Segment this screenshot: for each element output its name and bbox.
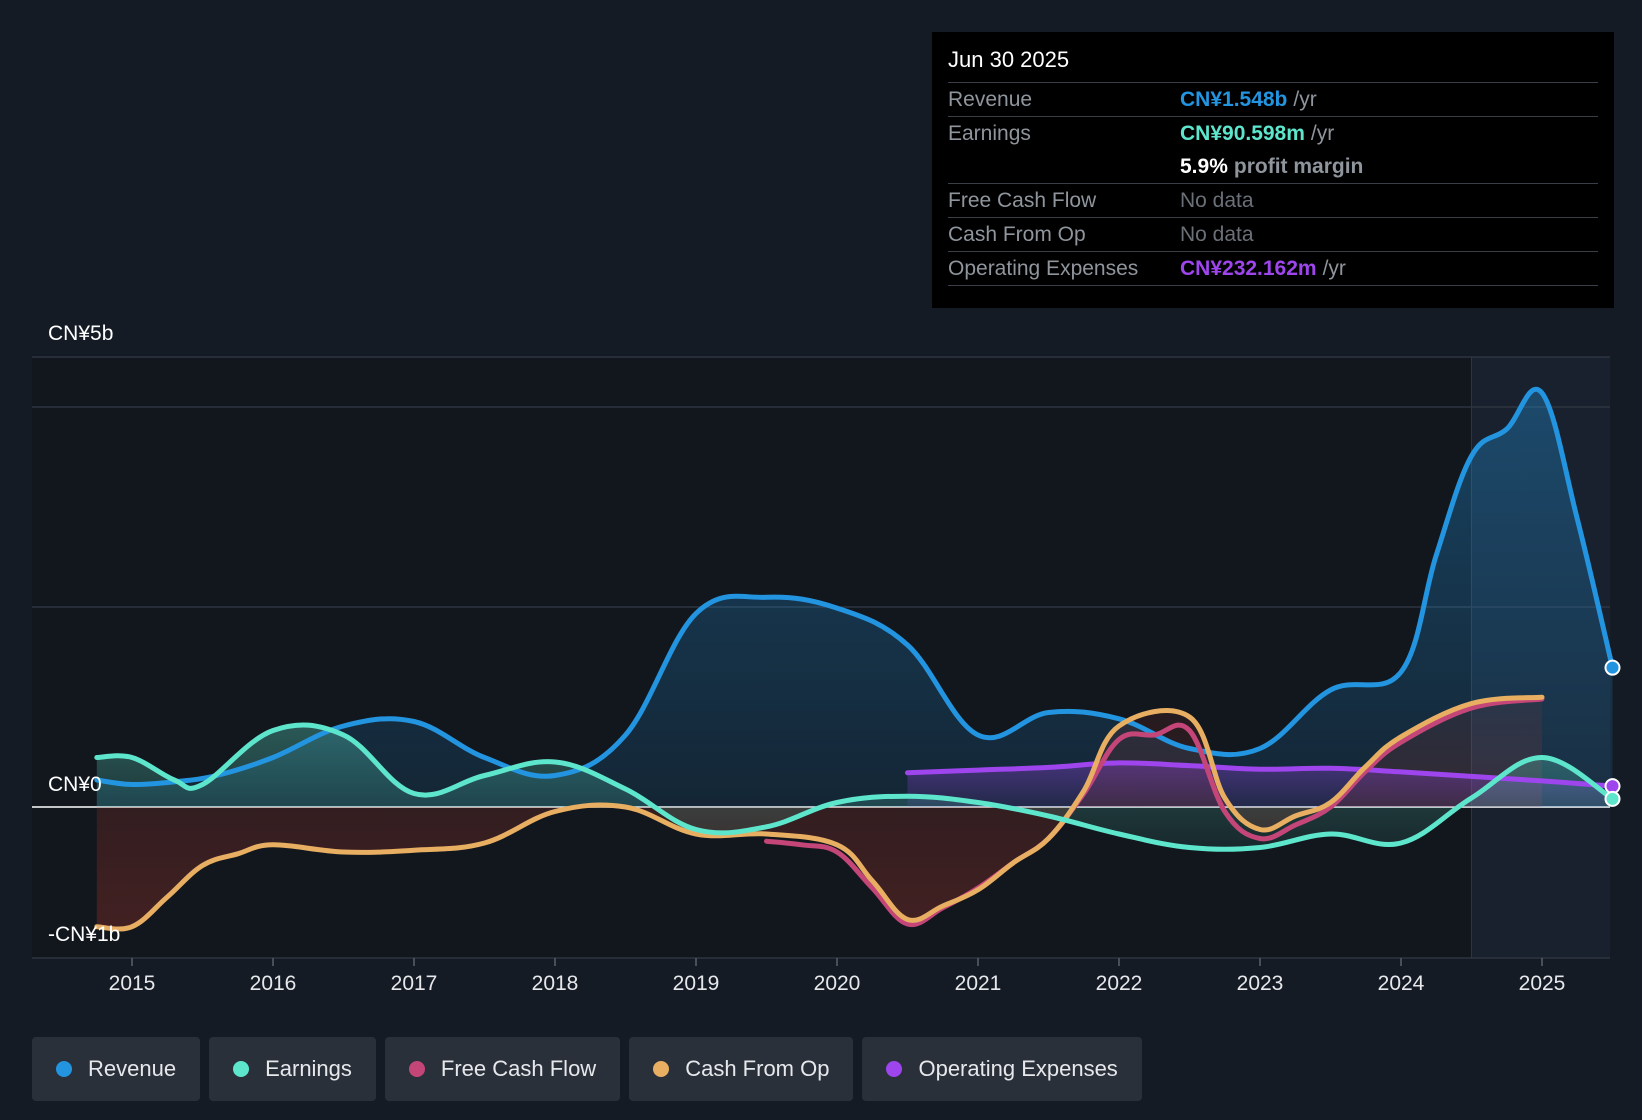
tooltip-label: Cash From Op bbox=[948, 223, 1086, 246]
x-tick-label: 2021 bbox=[955, 972, 1002, 995]
x-tick-label: 2018 bbox=[532, 972, 579, 995]
x-tick-label: 2023 bbox=[1237, 972, 1284, 995]
tooltip-row-cfo: Cash From Op No data bbox=[948, 218, 1598, 252]
tooltip-label: Earnings bbox=[948, 122, 1031, 145]
x-tick-label: 2020 bbox=[814, 972, 861, 995]
tooltip-label: Operating Expenses bbox=[948, 257, 1139, 280]
legend-item-revenue[interactable]: Revenue bbox=[32, 1037, 201, 1101]
legend-label: Cash From Op bbox=[685, 1056, 830, 1081]
tooltip-row-fcf: Free Cash Flow No data bbox=[948, 184, 1598, 218]
tooltip-unit: /yr bbox=[1310, 122, 1335, 145]
x-axis: 2015 2016 2017 2018 2019 2020 2021 2022 2023 2024… bbox=[109, 958, 1566, 995]
cash-from-op-area bbox=[96, 697, 1542, 930]
legend-label: Revenue bbox=[88, 1056, 177, 1081]
tooltip-value: CN¥232.162m bbox=[1180, 257, 1317, 280]
legend-label: Free Cash Flow bbox=[440, 1056, 597, 1081]
tooltip-unit: /yr bbox=[1293, 88, 1317, 111]
tooltip-value: CN¥90.598m bbox=[1180, 122, 1305, 145]
tooltip-panel: Jun 30 2025 Revenue CN¥1.548b /yr Earnin… bbox=[932, 32, 1614, 308]
earnings-line bbox=[94, 722, 1615, 852]
y-tick-label: -CN¥1b bbox=[48, 923, 120, 946]
tooltip-unit: /yr bbox=[1322, 257, 1346, 280]
x-tick-label: 2019 bbox=[673, 972, 720, 995]
tooltip-value: No data bbox=[1180, 223, 1254, 246]
legend: Revenue Earnings Free Cash Flow Cash Fro… bbox=[32, 1037, 1142, 1101]
legend-label: Earnings bbox=[265, 1056, 352, 1081]
legend-dot-icon bbox=[233, 1061, 250, 1077]
legend-item-free-cash-flow[interactable]: Free Cash Flow bbox=[384, 1037, 621, 1101]
legend-item-operating-expenses[interactable]: Operating Expenses bbox=[862, 1037, 1142, 1101]
x-tick-label: 2017 bbox=[391, 972, 438, 995]
legend-item-cash-from-op[interactable]: Cash From Op bbox=[629, 1037, 854, 1101]
tooltip-unit: profit margin bbox=[1233, 155, 1364, 178]
legend-dot-icon bbox=[653, 1061, 670, 1077]
legend-dot-icon bbox=[408, 1061, 425, 1077]
y-tick-label: CN¥5b bbox=[48, 322, 113, 345]
x-tick-label: 2016 bbox=[250, 972, 297, 995]
tooltip-value: No data bbox=[1180, 189, 1254, 212]
tooltip-row-revenue: Revenue CN¥1.548b /yr bbox=[948, 83, 1598, 117]
tooltip-value: 5.9% bbox=[1180, 155, 1228, 178]
tooltip-label: Revenue bbox=[948, 88, 1033, 111]
legend-item-earnings[interactable]: Earnings bbox=[209, 1037, 376, 1101]
tooltip-date: Jun 30 2025 bbox=[948, 46, 1598, 83]
revenue-end-marker bbox=[1604, 659, 1621, 676]
operating-expenses-line bbox=[905, 760, 1615, 789]
y-tick-label: CN¥0 bbox=[48, 773, 102, 796]
tooltip-label bbox=[948, 150, 1180, 183]
legend-dot-icon bbox=[56, 1061, 72, 1077]
tooltip-row-margin: 5.9% profit margin bbox=[948, 150, 1598, 184]
tooltip-row-earnings: Earnings CN¥90.598m /yr bbox=[948, 117, 1598, 150]
x-tick-label: 2024 bbox=[1378, 972, 1425, 995]
earnings-area bbox=[96, 724, 1613, 850]
x-tick-label: 2015 bbox=[109, 972, 156, 995]
revenue-line bbox=[94, 387, 1615, 788]
series-lines bbox=[94, 387, 1615, 932]
earnings-end-marker bbox=[1604, 790, 1621, 807]
free-cash-flow-line bbox=[764, 696, 1545, 928]
x-tick-label: 2022 bbox=[1096, 972, 1143, 995]
x-tick-label: 2025 bbox=[1519, 972, 1566, 995]
end-markers bbox=[1604, 659, 1621, 807]
tooltip-row-opex: Operating Expenses CN¥232.162m /yr bbox=[948, 252, 1598, 286]
cash-from-op-line bbox=[94, 694, 1545, 932]
y-axis: CN¥5b CN¥0 -CN¥1b bbox=[48, 322, 120, 946]
tooltip-value: CN¥1.548b bbox=[1180, 88, 1288, 111]
legend-dot-icon bbox=[886, 1061, 903, 1077]
tooltip-label: Free Cash Flow bbox=[948, 189, 1097, 212]
legend-label: Operating Expenses bbox=[918, 1056, 1118, 1081]
